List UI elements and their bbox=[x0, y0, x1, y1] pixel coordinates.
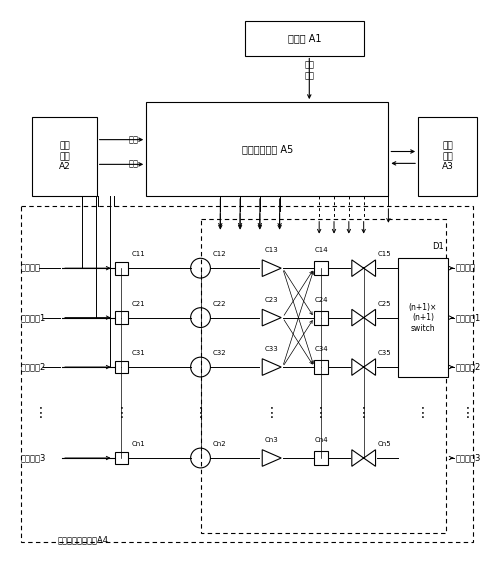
Text: C33: C33 bbox=[265, 346, 279, 352]
Text: C35: C35 bbox=[377, 350, 391, 356]
Bar bbox=[314, 261, 328, 275]
Bar bbox=[115, 262, 128, 274]
Text: C13: C13 bbox=[265, 247, 279, 253]
Text: C14: C14 bbox=[314, 247, 328, 253]
Text: C15: C15 bbox=[377, 251, 391, 257]
Text: C11: C11 bbox=[131, 251, 145, 257]
Text: 输入端口2: 输入端口2 bbox=[21, 362, 46, 371]
Text: ⋮: ⋮ bbox=[357, 405, 370, 420]
Text: C24: C24 bbox=[314, 297, 328, 303]
Text: 存储
设备
A3: 存储 设备 A3 bbox=[442, 142, 453, 171]
Text: ⋮: ⋮ bbox=[460, 405, 474, 420]
Text: 光分组传输子系统A4: 光分组传输子系统A4 bbox=[57, 536, 108, 544]
Text: Cn3: Cn3 bbox=[265, 437, 279, 443]
Text: D1: D1 bbox=[432, 242, 444, 251]
Text: 业务
接口: 业务 接口 bbox=[304, 61, 314, 80]
Text: 输出端口1: 输出端口1 bbox=[455, 313, 481, 322]
Text: 有线: 有线 bbox=[128, 135, 138, 144]
Text: C22: C22 bbox=[212, 301, 226, 307]
Bar bbox=[314, 451, 328, 465]
Text: ⋮: ⋮ bbox=[194, 405, 207, 420]
Text: 控制调度模块 A5: 控制调度模块 A5 bbox=[242, 144, 293, 154]
Text: 本地接收: 本地接收 bbox=[455, 264, 476, 273]
Bar bbox=[115, 311, 128, 324]
Bar bbox=[201, 219, 446, 533]
Bar bbox=[245, 21, 364, 56]
Text: C21: C21 bbox=[131, 301, 145, 307]
Text: ⋮: ⋮ bbox=[314, 405, 328, 420]
Text: 输入端口3: 输入端口3 bbox=[21, 454, 46, 463]
Text: C23: C23 bbox=[265, 297, 279, 303]
Bar bbox=[33, 117, 97, 196]
Text: 输出端口2: 输出端口2 bbox=[455, 362, 481, 371]
Text: 本地发送: 本地发送 bbox=[21, 264, 41, 273]
Text: 输出端口3: 输出端口3 bbox=[455, 454, 481, 463]
Text: Cn1: Cn1 bbox=[131, 441, 145, 447]
Text: Cn5: Cn5 bbox=[377, 441, 391, 447]
Text: Cn4: Cn4 bbox=[314, 437, 328, 443]
Text: (n+1)×
(n+1)
switch: (n+1)× (n+1) switch bbox=[409, 303, 437, 332]
Text: 业务层 A1: 业务层 A1 bbox=[288, 33, 321, 43]
Bar bbox=[314, 311, 328, 324]
Text: Cn2: Cn2 bbox=[212, 441, 226, 447]
Text: ⋮: ⋮ bbox=[416, 405, 430, 420]
Text: C32: C32 bbox=[212, 350, 226, 356]
Text: 传感
设备
A2: 传感 设备 A2 bbox=[59, 142, 71, 171]
Text: C25: C25 bbox=[377, 301, 391, 307]
Bar bbox=[314, 360, 328, 374]
Bar bbox=[418, 117, 477, 196]
Bar bbox=[398, 259, 448, 377]
Text: C34: C34 bbox=[314, 346, 328, 352]
Text: ⋮: ⋮ bbox=[265, 405, 279, 420]
Bar bbox=[115, 451, 128, 464]
Bar bbox=[115, 361, 128, 374]
Text: ⋮: ⋮ bbox=[115, 405, 128, 420]
Text: C12: C12 bbox=[212, 251, 226, 257]
Text: 输入端口1: 输入端口1 bbox=[21, 313, 46, 322]
Text: ⋮: ⋮ bbox=[34, 405, 47, 420]
Bar bbox=[146, 102, 388, 196]
Bar bbox=[21, 206, 473, 542]
Text: 无线: 无线 bbox=[128, 160, 138, 169]
Text: C31: C31 bbox=[131, 350, 145, 356]
